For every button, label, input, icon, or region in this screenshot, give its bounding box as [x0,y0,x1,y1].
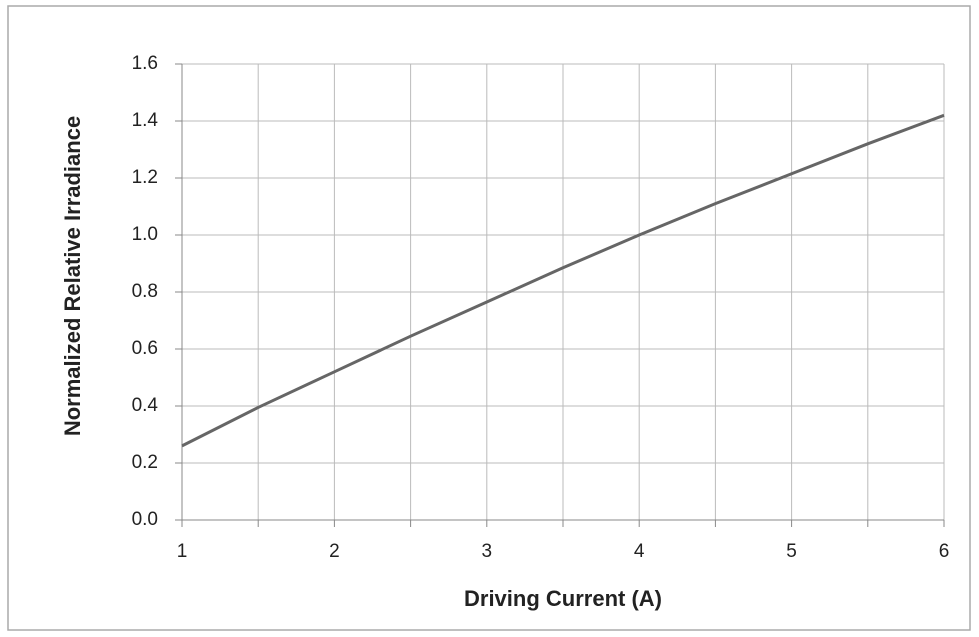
y-axis-title: Normalized Relative Irradiance [60,116,85,436]
x-axis-title: Driving Current (A) [464,586,662,611]
x-tick-label: 6 [939,541,950,562]
x-tick-label: 2 [329,541,340,562]
data-line [181,113,945,448]
y-tick-label: 1.0 [132,224,158,245]
y-tick-label: 0.8 [132,281,158,302]
y-tick-label: 1.2 [132,167,158,188]
y-tick-label: 0.0 [132,509,158,530]
y-tick-label: 0.2 [132,452,158,473]
y-tick-label: 0.4 [132,395,159,416]
x-tick-label: 5 [786,541,797,562]
y-tick-label: 1.6 [132,53,158,74]
frame [7,5,971,631]
y-tick-label: 1.4 [132,110,159,131]
x-tick-label: 1 [177,541,188,562]
x-tick-label: 3 [482,541,493,562]
x-tick-label: 4 [634,541,645,562]
y-tick-label: 0.6 [132,338,158,359]
